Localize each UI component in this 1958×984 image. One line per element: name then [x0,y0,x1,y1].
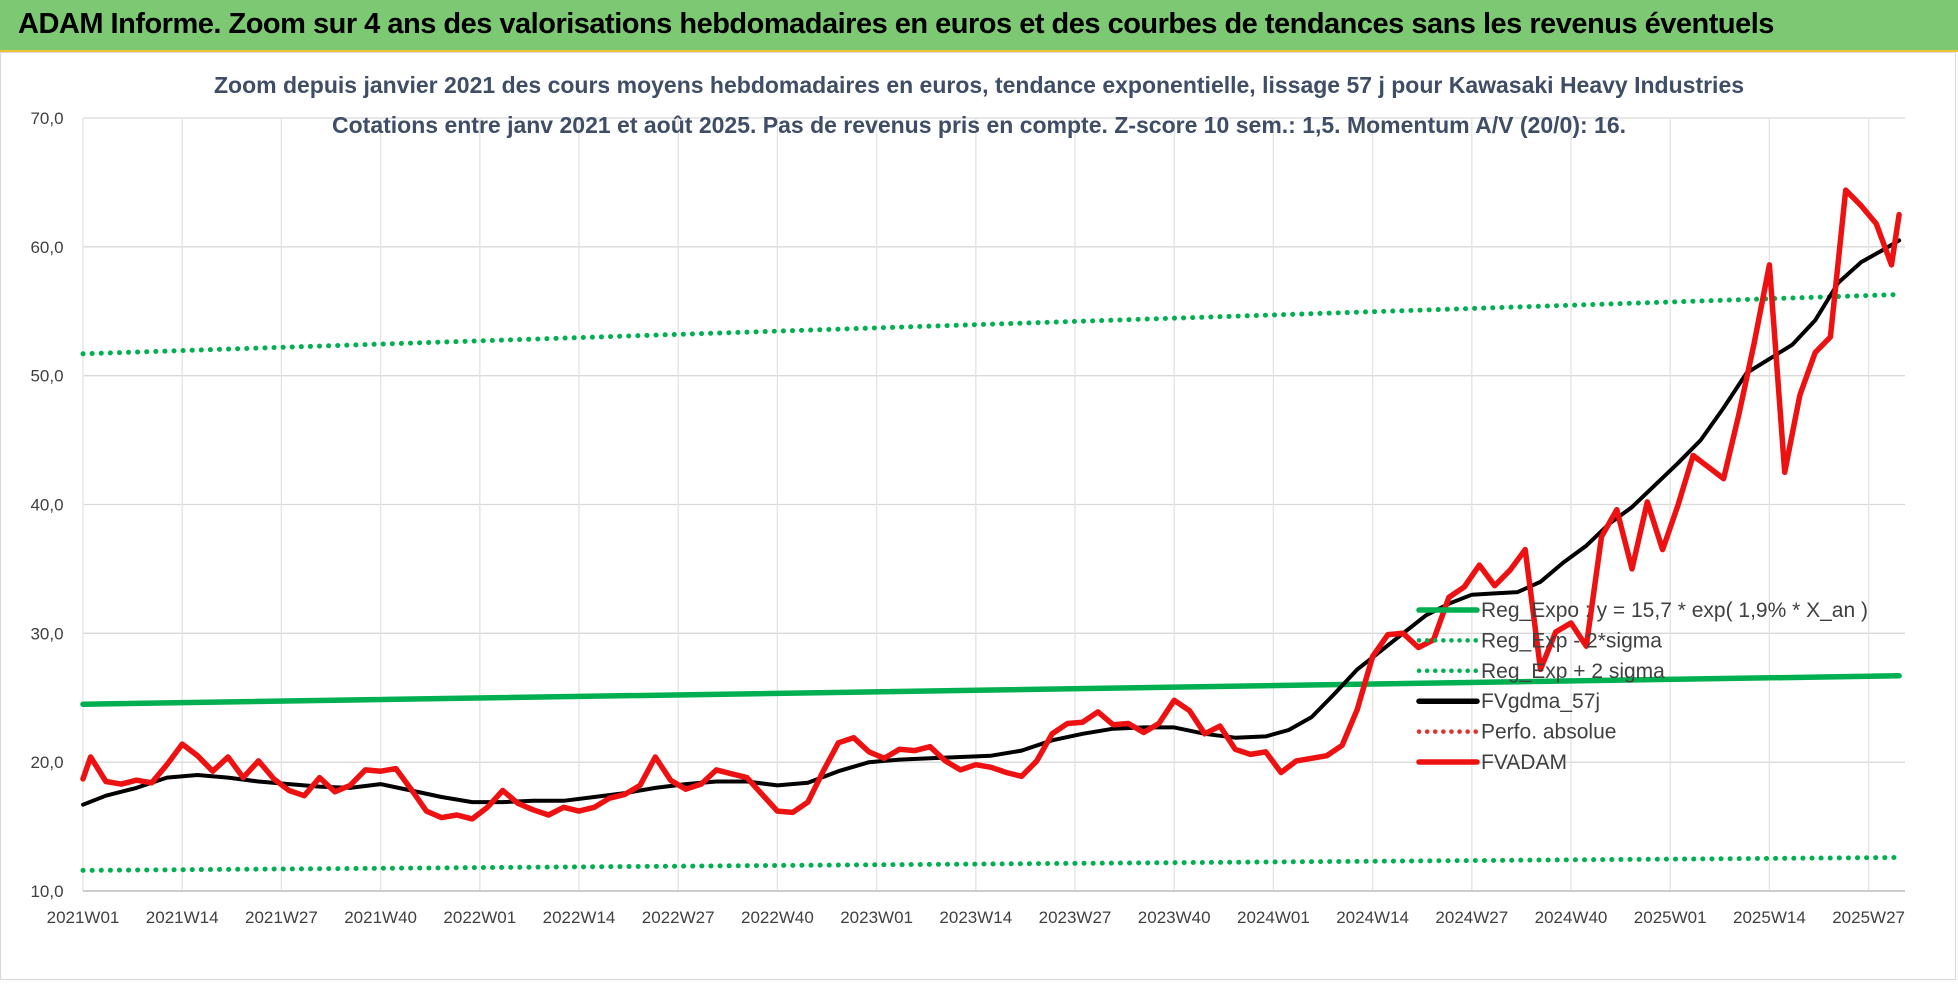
x-tick-label: 2022W01 [443,908,516,927]
report-title: ADAM Informe. Zoom sur 4 ans des valoris… [18,8,1774,40]
line-chart: Zoom depuis janvier 2021 des cours moyen… [30,72,1905,927]
x-tick-label: 2024W01 [1237,908,1310,927]
gridlines [82,117,1905,892]
x-tick-label: 2025W01 [1634,908,1707,927]
x-tick-label: 2022W40 [741,908,814,927]
y-tick-label: 40,0 [30,496,63,515]
report-banner: ADAM Informe. Zoom sur 4 ans des valoris… [0,0,1958,52]
chart-subtitle: Cotations entre janv 2021 et août 2025. … [332,112,1626,138]
series-layer [80,187,1902,873]
y-tick-label: 60,0 [30,238,63,257]
series-fvgdma-57j [81,238,1902,807]
x-tick-label: 2023W14 [939,908,1012,927]
legend-label: Reg_Exp - 2*sigma [1481,629,1662,652]
x-axis: 2021W01 2021W14 2021W27 2021W40 2022W01 2022W… [47,908,1905,927]
x-tick-label: 2022W14 [543,908,616,927]
chart-title: Zoom depuis janvier 2021 des cours moyen… [214,72,1744,98]
x-tick-label: 2024W40 [1535,908,1608,927]
chart-area: Zoom depuis janvier 2021 des cours moyen… [0,52,1956,980]
y-tick-label: 70,0 [30,109,63,128]
legend-item: Reg_Exp - 2*sigma [1416,629,1662,652]
y-tick-label: 10,0 [30,882,63,901]
y-tick-label: 20,0 [30,753,63,772]
series-reg-exp-2-sigma [80,855,1902,873]
legend-item: Perfo. absolue [1416,721,1616,744]
x-tick-label: 2025W27 [1832,908,1905,927]
y-tick-label: 30,0 [30,624,63,643]
x-tick-label: 2023W40 [1138,908,1211,927]
legend-label: Perfo. absolue [1481,721,1616,744]
legend-item: Reg_Exp + 2 sigma [1416,660,1665,683]
legend-item: Reg_Expo : y = 15,7 * exp( 1,9% * X_an ) [1416,599,1868,622]
x-tick-label: 2021W27 [245,908,318,927]
y-axis: 10,0 20,0 30,0 40,0 50,0 60,0 70,0 [30,109,63,901]
legend-label: Reg_Exp + 2 sigma [1481,660,1665,683]
legend: Reg_Expo : y = 15,7 * exp( 1,9% * X_an )… [1416,599,1868,774]
x-tick-label: 2021W14 [146,908,219,927]
legend-item: FVgdma_57j [1416,690,1600,713]
legend-label: Reg_Expo : y = 15,7 * exp( 1,9% * X_an ) [1481,599,1868,622]
x-tick-label: 2024W27 [1435,908,1508,927]
x-tick-label: 2025W14 [1733,908,1806,927]
series-reg-expo-y-15-7-exp-1-9-x-an [80,673,1902,707]
series-reg-exp-2-sigma [80,292,1902,357]
x-tick-label: 2024W14 [1336,908,1409,927]
x-tick-label: 2022W27 [642,908,715,927]
legend-label: FVADAM [1481,751,1567,774]
x-tick-label: 2021W40 [344,908,417,927]
y-tick-label: 50,0 [30,367,63,386]
x-tick-label: 2023W01 [840,908,913,927]
x-tick-label: 2021W01 [47,908,120,927]
legend-item: FVADAM [1416,751,1567,774]
x-tick-label: 2023W27 [1039,908,1112,927]
series-fvadam [80,187,1902,822]
legend-label: FVgdma_57j [1481,690,1600,713]
